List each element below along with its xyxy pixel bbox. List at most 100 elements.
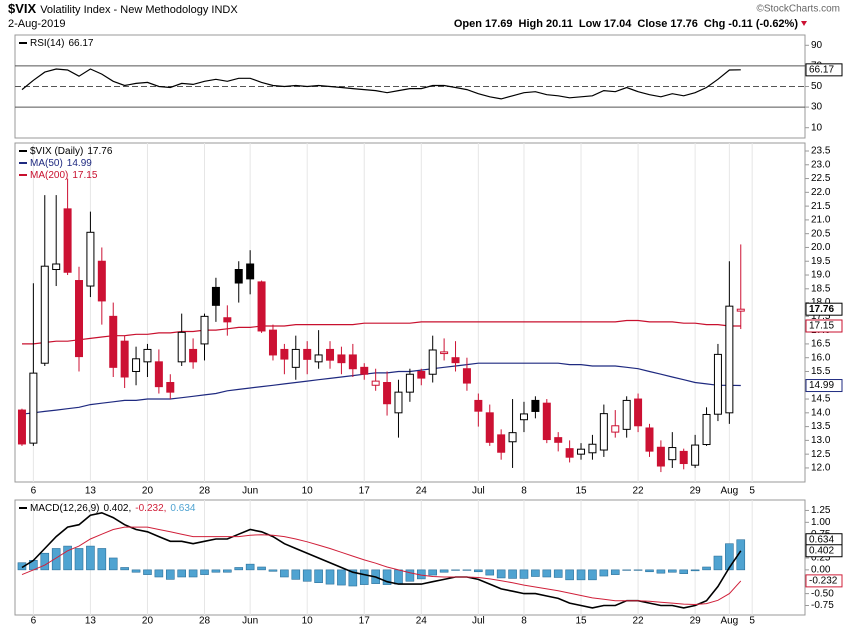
moving-average-line <box>22 319 741 345</box>
histogram-bar <box>690 569 700 572</box>
candle-body <box>177 331 186 363</box>
macd-line <box>21 511 742 609</box>
candle-body <box>360 366 369 375</box>
value-tag-box <box>805 574 843 588</box>
candle-body <box>474 399 483 412</box>
histogram-bar <box>325 569 335 585</box>
histogram-bar <box>394 569 403 585</box>
header-title: $VIX Volatility Index - New Methodology I… <box>8 1 238 16</box>
value-tag: 0.402 <box>809 545 834 556</box>
y-tick-label: 14.5 <box>811 394 831 405</box>
x-tick-label: 20 <box>142 486 154 497</box>
candle-body <box>189 348 198 363</box>
date: 2-Aug-2019 <box>8 18 66 30</box>
y-tick-label: 21.5 <box>811 201 831 212</box>
histogram-bar <box>97 548 107 571</box>
y-tick-label: 16.0 <box>811 352 831 363</box>
quote-label: Low <box>579 18 601 30</box>
histogram-bar <box>291 569 301 580</box>
x-tick-label: Jun <box>242 486 258 497</box>
legend-part: MACD(12,26,9) <box>30 503 99 514</box>
histogram-bar <box>359 569 369 585</box>
quote-label: Close <box>637 18 667 30</box>
candle-body <box>268 329 277 356</box>
histogram-bar <box>143 569 152 575</box>
histogram-bar <box>200 569 209 575</box>
histogram-bar <box>553 569 563 578</box>
candle-body <box>132 358 141 372</box>
histogram-bar <box>439 569 449 573</box>
candle-body <box>223 317 232 323</box>
histogram-bar <box>679 569 689 574</box>
histogram-bar <box>314 569 323 583</box>
candle-body <box>736 308 745 312</box>
histogram-bar <box>74 548 84 571</box>
candle-body <box>17 409 26 445</box>
histogram-bar <box>245 563 255 571</box>
y-tick-label: 23.5 <box>811 146 831 157</box>
candle-body <box>428 349 437 375</box>
candle-body <box>52 263 61 271</box>
histogram-bar <box>576 569 586 581</box>
y-tick-label: 50 <box>811 81 823 92</box>
quote-value: 17.76 <box>670 18 698 30</box>
candle-body <box>280 348 289 360</box>
legend-part: -0.232, <box>135 503 166 514</box>
candle-body <box>120 340 129 378</box>
y-tick-label: 20.0 <box>811 242 831 253</box>
y-tick-label: 22.5 <box>811 173 831 184</box>
candle-body <box>337 354 346 364</box>
x-tick-label: 6 <box>31 486 37 497</box>
histogram-bar <box>211 569 221 573</box>
value-tag-box <box>805 319 843 333</box>
x-tick-label: 15 <box>575 486 587 497</box>
candle-body <box>577 448 586 455</box>
histogram-bar <box>280 569 289 578</box>
histogram-bar <box>154 569 164 578</box>
legend-part: $VIX (Daily) <box>30 146 83 157</box>
histogram-bar <box>51 548 61 571</box>
legend-part: 66.17 <box>68 38 93 49</box>
candle-body <box>668 447 677 461</box>
panel-frame <box>14 142 806 483</box>
histogram-bar <box>519 569 529 579</box>
y-tick-label: 22.0 <box>811 187 831 198</box>
copyright: ©StockCharts.com <box>756 4 840 15</box>
candle-body <box>314 354 323 363</box>
y-tick-label: 12.0 <box>811 463 831 474</box>
y-tick-label: 15.5 <box>811 366 831 377</box>
histogram-bar <box>565 569 574 581</box>
histogram-bar <box>633 569 643 571</box>
histogram-bar <box>63 545 72 571</box>
histogram-bar <box>542 569 552 578</box>
legend-entry: RSI(14) 66.17 <box>30 38 94 49</box>
candle-body <box>462 368 471 384</box>
legend-entry: $VIX (Daily) 17.76 <box>30 146 113 157</box>
x-tick-label: 24 <box>416 486 428 497</box>
candle-body <box>679 450 688 465</box>
candle-body <box>611 425 620 433</box>
x-tick-label: Aug <box>720 486 738 497</box>
x-tick-label: 20 <box>142 616 154 627</box>
candle-body <box>257 281 266 332</box>
x-tick-label: 8 <box>521 486 527 497</box>
histogram-bar <box>451 569 460 571</box>
candle-body <box>29 372 38 444</box>
value-tag: 17.76 <box>809 304 834 315</box>
candle-body <box>166 382 175 393</box>
candle-body <box>109 315 118 368</box>
histogram-bar <box>131 569 141 573</box>
candle-body <box>291 348 300 368</box>
y-tick-label: -0.50 <box>811 588 834 599</box>
y-tick-label: 20.5 <box>811 228 831 239</box>
x-tick-label: 15 <box>575 616 587 627</box>
x-tick-label: 6 <box>31 616 37 627</box>
histogram-bar <box>599 569 609 577</box>
candle-body <box>154 361 163 388</box>
candle-body <box>405 373 414 393</box>
histogram-bar <box>531 569 540 577</box>
quote-label: Open <box>454 18 482 30</box>
y-tick-label: 18.5 <box>811 283 831 294</box>
y-tick-label: 90 <box>811 40 823 51</box>
candle-body <box>143 348 152 363</box>
